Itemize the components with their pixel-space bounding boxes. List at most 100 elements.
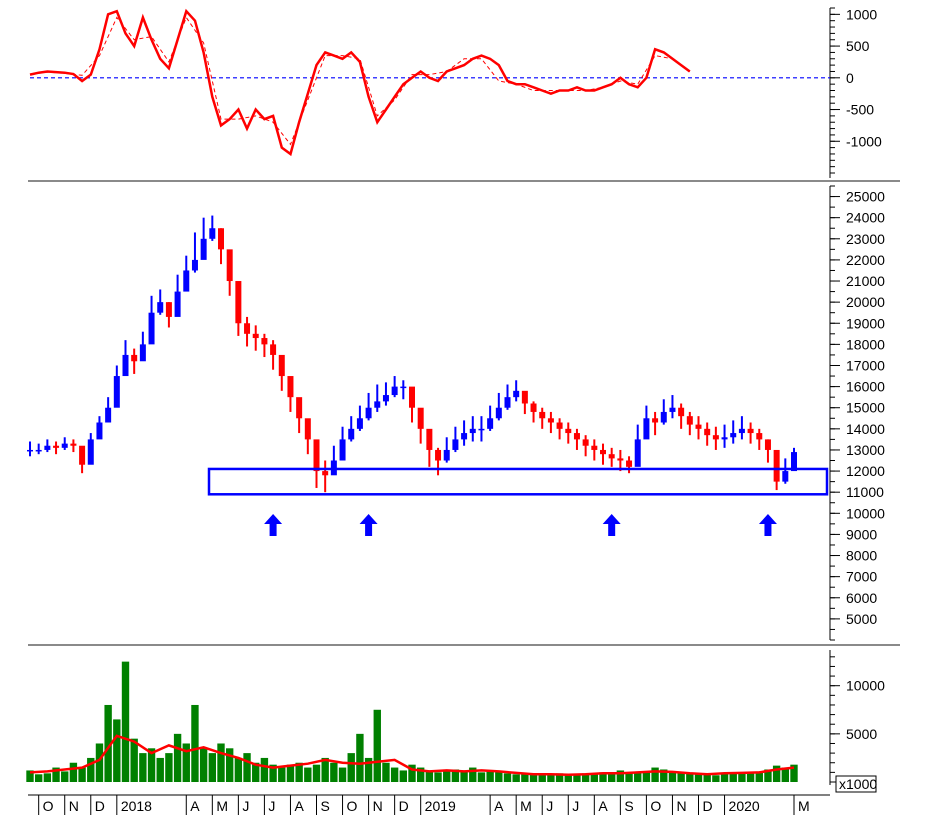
x-axis-label: M [216, 798, 228, 814]
candle-body [382, 395, 389, 402]
candle-body [79, 445, 86, 465]
candle-body [226, 249, 233, 282]
x-axis-label: D [95, 798, 105, 814]
oscillator-tick-label: 0 [846, 70, 854, 86]
candle-body [183, 270, 190, 292]
volume-bar [139, 753, 147, 782]
candle-body [634, 439, 641, 467]
price-tick-label: 19000 [846, 315, 885, 331]
volume-bar [208, 753, 217, 782]
candle-body [374, 401, 381, 408]
candle-body [287, 376, 294, 398]
volume-bar [61, 771, 69, 782]
x-axis-label: D [703, 798, 713, 814]
candle-body [565, 428, 572, 434]
volume-bar [451, 769, 460, 782]
volume-bar [26, 770, 34, 782]
candle-body [513, 390, 520, 398]
oscillator-tick-label: -500 [846, 102, 874, 118]
price-tick-label: 8000 [846, 548, 877, 564]
volume-bar [660, 769, 668, 782]
price-tick-label: 18000 [846, 336, 885, 352]
x-axis-label: J [268, 798, 275, 814]
candle-body [426, 428, 433, 450]
volume-bar [755, 771, 763, 782]
volume-bar [286, 764, 295, 782]
price-tick-label: 13000 [846, 442, 885, 458]
volume-bars [26, 661, 798, 782]
candle-body [660, 411, 667, 423]
x-axis-label: J [572, 798, 579, 814]
candle-body [652, 418, 659, 423]
candle-body [669, 407, 676, 412]
candle-body [157, 302, 164, 313]
support-arrows [264, 514, 777, 536]
x-axis-label: J [546, 798, 553, 814]
volume-bar [590, 774, 599, 782]
candle-body [391, 386, 398, 396]
volume-bar [642, 772, 651, 782]
candle-body [695, 424, 702, 429]
volume-bar [165, 753, 173, 782]
candle-body [747, 428, 754, 434]
up-arrow-icon [758, 514, 777, 536]
candle-body [235, 281, 242, 324]
x-axis-label: M [520, 798, 532, 814]
x-axis-labels: O N D 2018 A M J J A S O N D 2019 A M J J A S O N D 2020 M [38, 795, 810, 815]
volume-moving-average [29, 734, 795, 777]
volume-bar [434, 772, 442, 782]
volume-bar [217, 743, 225, 782]
volume-bar [677, 772, 685, 782]
candle-body [70, 443, 77, 446]
candle-body [738, 428, 745, 434]
volume-bar [87, 757, 95, 782]
candle-body [174, 291, 181, 317]
candle-body [469, 428, 476, 434]
candle-body [252, 333, 259, 339]
candle-body [521, 390, 528, 404]
volume-bar [113, 719, 121, 782]
candle-body [322, 471, 329, 476]
candle-body [764, 439, 771, 450]
up-arrow-icon [264, 514, 283, 536]
price-tick-label: 24000 [846, 210, 885, 226]
price-tick-label: 14000 [846, 421, 885, 437]
candle-body [643, 418, 650, 440]
x-axis-label: S [321, 798, 330, 814]
candle-body [96, 422, 103, 440]
candle-body [400, 386, 407, 389]
volume-bar [269, 764, 277, 782]
x-axis-label: A [494, 798, 504, 814]
price-tick-label: 23000 [846, 231, 885, 247]
x-axis-label: N [69, 798, 79, 814]
volume-bar [495, 771, 503, 782]
price-tick-label: 25000 [846, 189, 885, 205]
volume-bar [373, 709, 381, 782]
volume-bar [668, 771, 677, 782]
price-panel: 25000 24000 23000 22000 21000 20000 19000 18000… [27, 185, 885, 641]
volume-bar [634, 772, 642, 782]
candle-body [539, 411, 546, 419]
candle-body [530, 403, 537, 412]
candle-body [435, 449, 442, 461]
candle-body [122, 354, 129, 377]
price-tick-label: 17000 [846, 357, 885, 373]
oscillator-panel: 1000 500 0 -500 -1000 [29, 6, 882, 178]
candle-body [339, 439, 346, 461]
candle-body [200, 238, 207, 260]
candle-body [617, 458, 624, 461]
volume-bar [95, 743, 104, 782]
volume-bar [694, 774, 703, 782]
oscillator-tick-label: 1000 [846, 6, 877, 22]
candle-body [270, 344, 277, 355]
candle-body [131, 354, 138, 362]
price-tick-label: 22000 [846, 252, 885, 268]
candle-body [487, 418, 494, 429]
candle-body [626, 460, 633, 467]
x-axis-label: N [373, 798, 383, 814]
up-arrow-icon [359, 514, 378, 536]
volume-bar [443, 770, 451, 782]
volume-bar [52, 767, 60, 782]
volume-bar [78, 767, 86, 782]
